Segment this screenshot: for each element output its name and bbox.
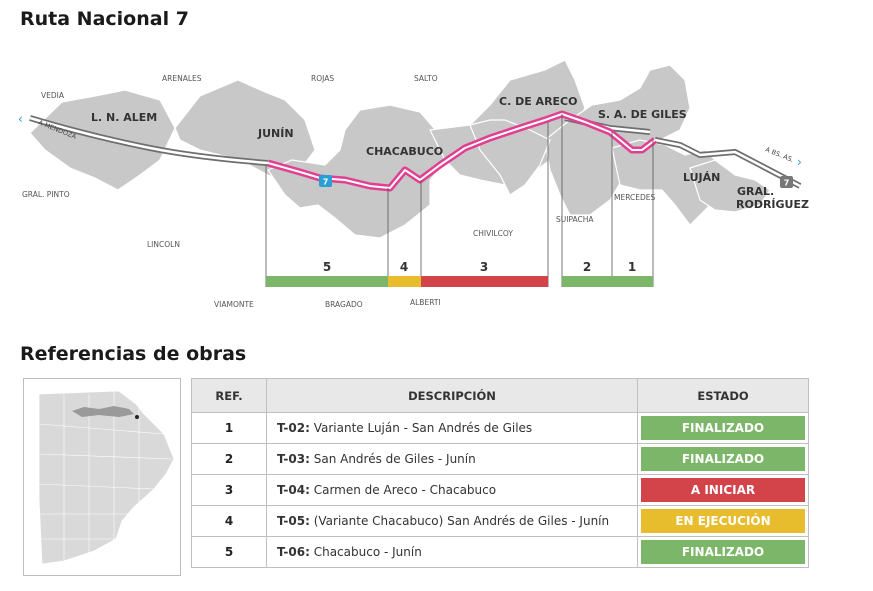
- status-cell: EN EJECUCIÓN: [637, 505, 809, 537]
- status-badge: EN EJECUCIÓN: [641, 509, 805, 533]
- segment-label-2: 2: [583, 260, 591, 274]
- table-row: 5 T-06: Chacabuco - Junín FINALIZADO: [191, 536, 809, 568]
- work-code: T-06:: [277, 545, 310, 559]
- ref-cell: 4: [191, 505, 267, 537]
- town-label: ARENALES: [162, 74, 202, 83]
- status-badge: A INICIAR: [641, 478, 805, 502]
- town-label: SALTO: [414, 74, 438, 83]
- table-row: 2 T-03: San Andrés de Giles - Junín FINA…: [191, 443, 809, 475]
- segment-label-1: 1: [628, 260, 636, 274]
- arrow-left-icon: ‹: [18, 112, 23, 126]
- town-label: SUIPACHA: [556, 215, 594, 224]
- town-label: CHIVILCOY: [473, 229, 513, 238]
- route-shield-icon: 7: [780, 176, 793, 188]
- description-cell: T-06: Chacabuco - Junín: [266, 536, 638, 568]
- town-label: GRAL. PINTO: [22, 190, 70, 199]
- segment-bar-3: [421, 276, 548, 287]
- ref-cell: 2: [191, 443, 267, 475]
- city-label: RODRÍGUEZ: [736, 198, 809, 211]
- city-label: C. DE ARECO: [499, 95, 577, 108]
- segment-bar-4: [388, 276, 421, 287]
- direction-east-label: A BS. AS.: [764, 145, 795, 164]
- status-cell: A INICIAR: [637, 474, 809, 506]
- city-label: L. N. ALEM: [91, 111, 157, 124]
- segment-label-5: 5: [323, 260, 331, 274]
- status-cell: FINALIZADO: [637, 412, 809, 444]
- ref-cell: 1: [191, 412, 267, 444]
- description-cell: T-03: San Andrés de Giles - Junín: [266, 443, 638, 475]
- city-label: GRAL.: [737, 185, 774, 198]
- segment-bar-5: [266, 276, 388, 287]
- city-label: S. A. DE GILES: [598, 108, 687, 121]
- segment-label-4: 4: [400, 260, 408, 274]
- town-label: LINCOLN: [147, 240, 180, 249]
- province-minimap: [23, 378, 181, 576]
- segment-bar-2: [562, 276, 612, 287]
- table-header-row: REF. DESCRIPCIÓN ESTADO: [191, 378, 809, 413]
- town-label: BRAGADO: [325, 300, 363, 309]
- work-code: T-04:: [277, 483, 310, 497]
- city-label: JUNÍN: [257, 127, 294, 140]
- ref-cell: 5: [191, 536, 267, 568]
- arrow-right-icon: ›: [797, 155, 802, 169]
- table-row: 4 T-05: (Variante Chacabuco) San Andrés …: [191, 505, 809, 537]
- town-label: MERCEDES: [614, 193, 656, 202]
- table-row: 3 T-04: Carmen de Areco - Chacabuco A IN…: [191, 474, 809, 506]
- description-cell: T-02: Variante Luján - San Andrés de Gil…: [266, 412, 638, 444]
- status-cell: FINALIZADO: [637, 536, 809, 568]
- route-7-highlight: [267, 110, 658, 192]
- city-label: CHACABUCO: [366, 145, 443, 158]
- svg-text:7: 7: [323, 178, 329, 187]
- ref-cell: 3: [191, 474, 267, 506]
- description-cell: T-05: (Variante Chacabuco) San Andrés de…: [266, 505, 638, 537]
- route-map: A MENDOZA ‹ A BS. AS. › 7 7 5 4 3 2 1 L.…: [18, 59, 809, 309]
- references-table: REF. DESCRIPCIÓN ESTADO 1 T-02: Variante…: [191, 378, 809, 568]
- town-label: ROJAS: [311, 74, 334, 83]
- header-ref: REF.: [191, 378, 267, 413]
- work-description: Chacabuco - Junín: [309, 545, 422, 559]
- status-badge: FINALIZADO: [641, 540, 805, 564]
- segment-dividers: [265, 114, 654, 287]
- status-cell: FINALIZADO: [637, 443, 809, 475]
- route-shield-icon: 7: [319, 175, 332, 187]
- header-description: DESCRIPCIÓN: [266, 378, 638, 413]
- work-description: Carmen de Areco - Chacabuco: [309, 483, 497, 497]
- page-title: Ruta Nacional 7: [20, 8, 189, 30]
- description-cell: T-04: Carmen de Areco - Chacabuco: [266, 474, 638, 506]
- header-status: ESTADO: [637, 378, 809, 413]
- work-code: T-05:: [277, 514, 310, 528]
- town-label: ALBERTI: [410, 298, 441, 307]
- town-label: VEDIA: [41, 91, 65, 100]
- table-row: 1 T-02: Variante Luján - San Andrés de G…: [191, 412, 809, 444]
- segment-bar-1: [612, 276, 653, 287]
- references-title: Referencias de obras: [20, 343, 247, 365]
- town-label: VIAMONTE: [214, 300, 254, 309]
- work-code: T-03:: [277, 452, 310, 466]
- svg-text:7: 7: [784, 179, 790, 188]
- status-badge: FINALIZADO: [641, 447, 805, 471]
- segment-label-3: 3: [480, 260, 488, 274]
- work-description: (Variante Chacabuco) San Andrés de Giles…: [309, 514, 610, 528]
- work-description: San Andrés de Giles - Junín: [309, 452, 476, 466]
- status-badge: FINALIZADO: [641, 416, 805, 440]
- work-description: Variante Luján - San Andrés de Giles: [309, 421, 533, 435]
- city-label: LUJÁN: [683, 171, 720, 184]
- work-code: T-02:: [277, 421, 310, 435]
